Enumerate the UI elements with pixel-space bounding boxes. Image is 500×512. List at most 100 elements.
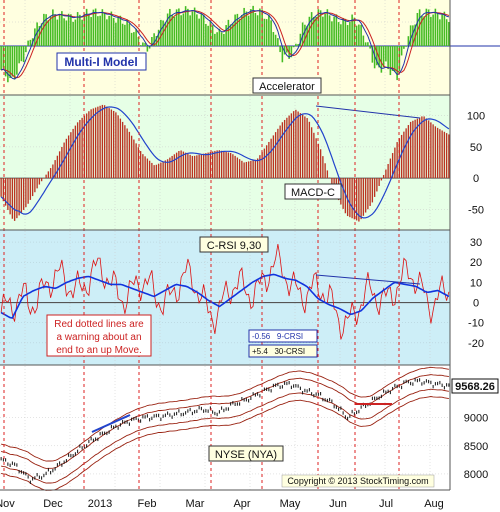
accel-bar: [124, 24, 126, 46]
accel-bar: [220, 32, 223, 46]
accel-bar: [301, 22, 304, 46]
accel-bar: [164, 22, 167, 46]
macd-bar: [346, 178, 349, 217]
accel-bar: [184, 6, 187, 46]
accel-bar: [36, 22, 38, 46]
macd-signal-line: [0, 106, 450, 219]
macd-bar: [292, 111, 295, 179]
macd-bar: [364, 178, 367, 213]
macd-bar: [432, 124, 434, 179]
macd-bar: [180, 150, 182, 179]
accel-bar: [234, 14, 236, 46]
macd-bar: [151, 162, 153, 179]
macd-bar: [54, 160, 56, 179]
accel-bar: [103, 12, 106, 46]
accel-bar: [214, 33, 216, 46]
macd-bar: [144, 156, 146, 179]
macd-bar: [443, 131, 446, 179]
macd-bar: [76, 122, 79, 179]
accel-bar: [425, 8, 428, 46]
macd-bar: [47, 171, 50, 179]
accel-bar: [389, 46, 392, 76]
macd-bar: [263, 148, 266, 179]
accel-bar: [414, 24, 416, 46]
accel-bar: [146, 46, 149, 52]
accel-bar: [441, 14, 443, 46]
last-value-text: 9568.26: [455, 381, 495, 393]
accel-bar: [371, 46, 374, 63]
macd-bar: [322, 156, 324, 179]
macd-bar: [207, 152, 209, 179]
label-crsi-text: C-RSI 9,30: [207, 240, 261, 252]
x-tick-label-2: 2013: [88, 498, 112, 510]
macd-bar: [209, 152, 212, 179]
warning-note-line-1: Red dotted lines are: [54, 319, 144, 330]
macd-bar: [427, 120, 430, 179]
macd-bar: [139, 151, 142, 179]
accel-bar: [135, 28, 137, 46]
accel-bar: [268, 14, 270, 46]
accel-bar: [448, 22, 450, 46]
macd-bar: [0, 178, 2, 197]
accel-bar: [252, 5, 254, 46]
accel-bar: [85, 8, 88, 46]
accel-bar: [360, 24, 362, 46]
macd-bar: [115, 112, 117, 179]
accel-bar: [439, 19, 441, 46]
macd-bar: [268, 141, 270, 179]
macd-bar: [344, 178, 347, 214]
accel-bar: [295, 43, 297, 46]
macd-bar: [317, 143, 320, 179]
macd-bar: [160, 162, 162, 179]
macd-bar: [124, 125, 126, 179]
macd-bar: [439, 129, 441, 179]
macd-bar: [391, 153, 394, 179]
accel-bar: [223, 33, 225, 46]
accel-bar: [169, 8, 171, 46]
accel-bar: [232, 23, 234, 46]
macd-bar: [243, 162, 245, 179]
accel-bar: [202, 14, 205, 46]
macd-bar: [405, 128, 407, 179]
accel-bar: [155, 35, 158, 46]
macd-bar: [106, 106, 108, 179]
accel-bar: [9, 46, 11, 79]
macd-bar: [290, 113, 293, 179]
macd-bar: [72, 128, 74, 179]
accel-bar: [198, 18, 200, 46]
macd-bar: [211, 151, 214, 179]
accel-bar: [387, 46, 389, 70]
right-axis-area: [450, 0, 500, 490]
macd-bar: [362, 178, 365, 216]
accel-bar: [349, 21, 351, 46]
crsi-series: [0, 244, 450, 340]
accel-bar: [436, 13, 439, 46]
macd-bar: [445, 133, 448, 179]
accel-bar: [79, 14, 81, 46]
macd-bar: [324, 163, 326, 179]
crsi-tick-label-5: -20: [468, 338, 484, 350]
accel-bar: [121, 23, 124, 46]
macd-bar: [142, 154, 144, 179]
accel-bar: [25, 46, 27, 53]
macd-bar: [52, 164, 54, 179]
last-value-box: 9568.26: [451, 378, 499, 394]
accel-bar: [421, 15, 423, 46]
macd-bar: [193, 155, 196, 179]
macd-bar: [133, 139, 135, 179]
bottom-axis-area: [0, 490, 500, 512]
macd-bar: [81, 117, 83, 179]
accel-bar: [340, 24, 342, 46]
macd-bar: [27, 178, 29, 204]
crsi-tick-label-3: 0: [473, 298, 479, 310]
accel-bar: [27, 40, 29, 46]
macd-bar: [103, 105, 106, 179]
accel-bar: [405, 46, 407, 47]
accel-bar: [403, 46, 405, 49]
macd-bar: [306, 118, 308, 179]
macd-bar: [351, 178, 353, 219]
accel-bar: [13, 46, 16, 80]
accel-bar: [382, 46, 385, 68]
macd-bar: [146, 158, 149, 179]
macd-tick-label-2: 0: [473, 173, 479, 185]
